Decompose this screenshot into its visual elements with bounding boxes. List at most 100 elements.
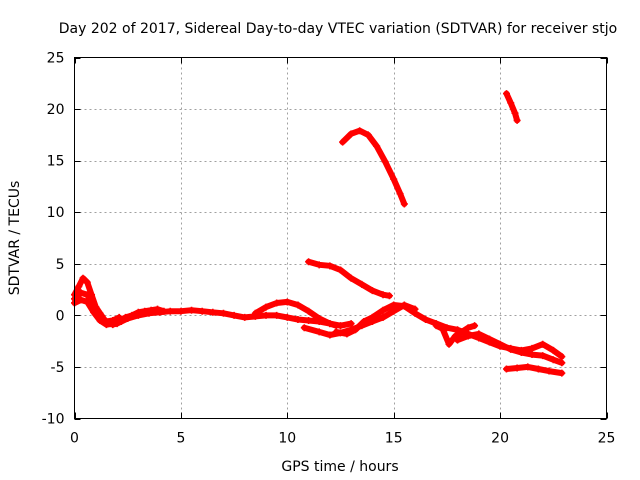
data-point: [356, 127, 364, 135]
data-point: [558, 353, 566, 361]
data-point: [528, 344, 536, 352]
series-2: [71, 296, 168, 329]
data-point: [83, 291, 91, 299]
data-point: [326, 320, 334, 328]
data-point: [166, 307, 174, 315]
series-12: [502, 90, 521, 124]
data-point: [305, 258, 313, 266]
data-point: [385, 292, 393, 300]
x-tick-label: 20: [491, 431, 509, 447]
data-point: [160, 307, 168, 315]
data-point: [273, 311, 281, 319]
data-point: [77, 296, 85, 304]
data-point: [347, 130, 355, 138]
series-4: [251, 298, 355, 330]
data-point: [400, 302, 408, 310]
data-point: [549, 346, 557, 354]
data-point: [528, 351, 536, 359]
chart-title: Day 202 of 2017, Sidereal Day-to-day VTE…: [59, 21, 617, 37]
data-point: [381, 158, 389, 166]
x-tick-label: 0: [70, 431, 79, 447]
data-point: [390, 301, 398, 309]
data-point: [464, 332, 472, 340]
data-point: [364, 131, 372, 139]
data-point: [77, 289, 85, 297]
data-point: [368, 313, 376, 321]
data-point: [445, 340, 453, 348]
data-point: [315, 314, 323, 322]
data-point: [294, 315, 302, 323]
data-point: [283, 313, 291, 321]
data-point: [390, 307, 398, 315]
data-point: [451, 332, 459, 340]
series-line: [503, 90, 521, 124]
data-point: [458, 328, 466, 336]
y-tick-label: 10: [47, 205, 65, 221]
data-point: [294, 301, 302, 309]
data-point: [347, 320, 355, 328]
data-point: [305, 317, 313, 325]
data-point: [513, 364, 521, 372]
data-point: [337, 322, 344, 330]
data-point: [332, 328, 340, 336]
series-line: [339, 127, 408, 207]
data-point: [432, 322, 440, 330]
x-tick-label: 25: [598, 431, 616, 447]
data-point: [326, 262, 334, 270]
data-point: [485, 335, 493, 343]
series-8: [502, 363, 566, 377]
data-point: [177, 307, 185, 315]
data-point: [147, 306, 155, 314]
y-tick-label: 5: [56, 257, 65, 273]
y-tick-label: 15: [47, 154, 65, 170]
x-tick-label: 10: [278, 431, 296, 447]
data-point: [79, 274, 87, 282]
data-point: [379, 291, 387, 299]
data-point: [251, 309, 259, 317]
data-point: [502, 90, 510, 98]
series-line: [333, 302, 565, 360]
series-3: [71, 289, 123, 326]
data-point: [262, 311, 270, 319]
data-point: [360, 318, 368, 326]
data-point: [513, 116, 521, 124]
data-point: [373, 142, 381, 150]
data-point: [534, 365, 542, 373]
data-point: [507, 99, 515, 107]
y-axis-label: SDTVAR / TECUs: [7, 181, 23, 296]
data-point: [539, 340, 547, 348]
y-tick-label: 20: [47, 102, 65, 118]
x-axis-label: GPS time / hours: [281, 459, 398, 475]
data-point: [379, 313, 387, 321]
data-point: [339, 138, 347, 146]
data-point: [283, 298, 291, 306]
data-point: [300, 324, 308, 332]
data-point: [539, 352, 547, 360]
data-points: [71, 90, 566, 377]
data-point: [379, 306, 387, 314]
data-point: [115, 313, 123, 321]
data-point: [141, 307, 149, 315]
data-point: [439, 325, 447, 333]
data-point: [337, 266, 344, 274]
data-point: [475, 330, 483, 338]
y-tick-label: 25: [47, 51, 65, 67]
y-tick-label: -10: [42, 412, 65, 428]
data-point: [558, 359, 566, 367]
data-point: [343, 330, 351, 338]
data-point: [396, 190, 404, 198]
data-point: [128, 311, 136, 319]
data-point: [507, 345, 515, 353]
data-point: [390, 175, 398, 183]
data-point: [502, 365, 510, 373]
data-point: [122, 313, 130, 321]
series-line: [252, 298, 355, 329]
series-9: [432, 322, 479, 348]
data-point: [545, 367, 553, 375]
data-point: [347, 274, 355, 282]
plot-frame: [74, 57, 607, 419]
data-point: [75, 282, 83, 290]
data-point: [358, 280, 366, 288]
data-point: [273, 299, 281, 307]
data-point: [83, 278, 91, 286]
